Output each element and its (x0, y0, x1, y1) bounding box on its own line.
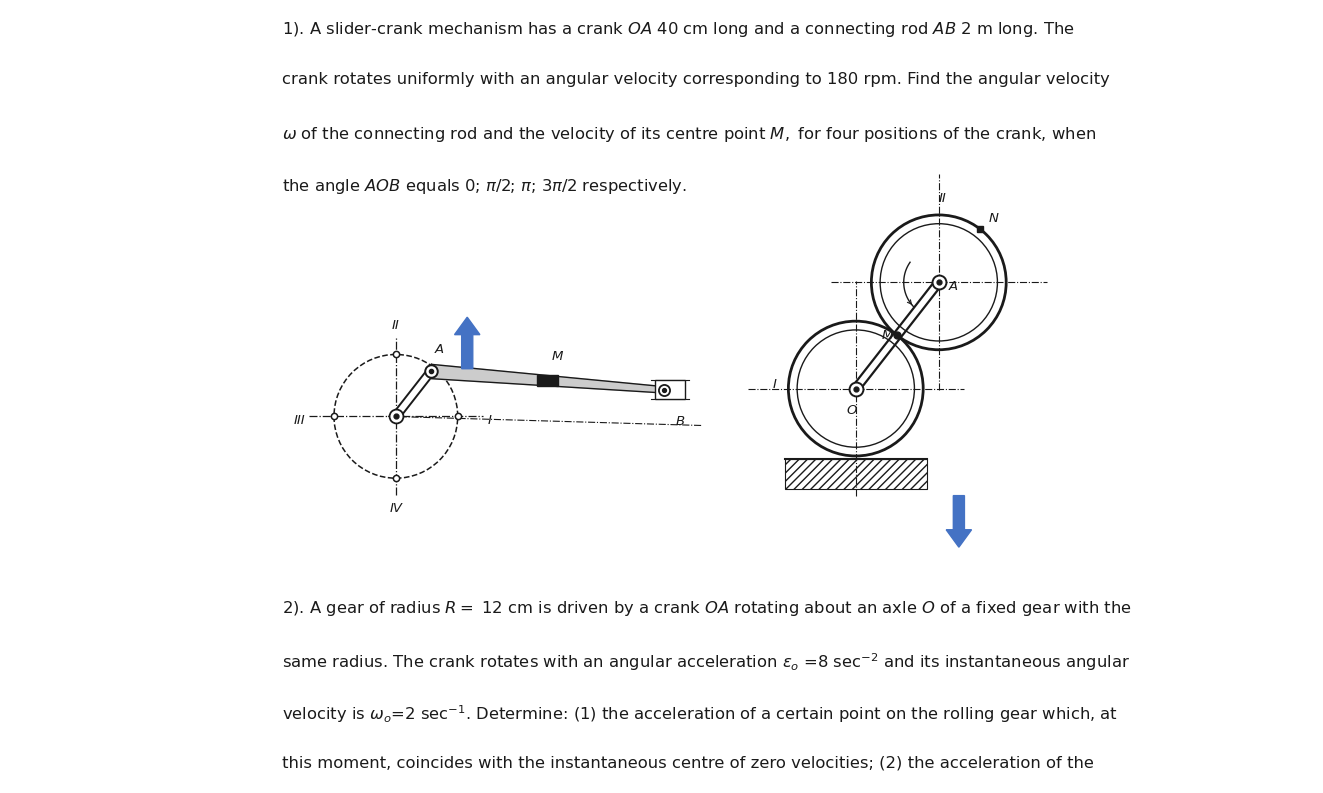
Text: I: I (487, 414, 491, 427)
Text: same radius. The crank rotates with an angular acceleration $\varepsilon_o$ =8 s: same radius. The crank rotates with an a… (282, 651, 1130, 672)
Text: II: II (392, 320, 400, 332)
Text: M: M (882, 329, 893, 342)
Text: this moment, coincides with the instantaneous centre of zero velocities; (2) the: this moment, coincides with the instanta… (282, 756, 1094, 771)
Text: crank rotates uniformly with an angular velocity corresponding to 180 rpm. Find : crank rotates uniformly with an angular … (282, 72, 1110, 87)
FancyArrow shape (946, 496, 971, 547)
Text: $\omega$ of the connecting rod and the velocity of its centre point $\mathit{M,}: $\omega$ of the connecting rod and the v… (282, 125, 1097, 144)
Bar (655, 381, 685, 400)
Polygon shape (430, 364, 664, 393)
Text: M: M (552, 351, 562, 363)
Bar (537, 375, 558, 386)
FancyArrow shape (455, 317, 480, 369)
Text: B: B (676, 416, 685, 428)
Text: 1). A slider-crank mechanism has a crank $\mathit{OA}$ 40 cm long and a connecti: 1). A slider-crank mechanism has a crank… (282, 20, 1076, 39)
Text: N: N (988, 213, 998, 225)
Text: A: A (435, 343, 445, 355)
Text: velocity is $\omega_o$=2 sec$^{-1}$. Determine: (1) the acceleration of a certai: velocity is $\omega_o$=2 sec$^{-1}$. Det… (282, 703, 1118, 725)
Text: I: I (773, 378, 777, 391)
Text: A: A (949, 280, 958, 293)
Text: II: II (939, 193, 947, 205)
Text: IV: IV (389, 502, 402, 515)
Text: III: III (294, 414, 304, 427)
Text: O: O (847, 404, 857, 417)
Text: the angle $\mathit{AOB}$ equals 0; $\pi$/2; $\pi$; 3$\pi$/2 respectively.: the angle $\mathit{AOB}$ equals 0; $\pi$… (282, 177, 688, 196)
Text: 2). A gear of radius $\mathit{R=}$ 12 cm is driven by a crank $\mathit{OA}$ rota: 2). A gear of radius $\mathit{R=}$ 12 cm… (282, 599, 1132, 618)
Bar (785, 459, 926, 489)
